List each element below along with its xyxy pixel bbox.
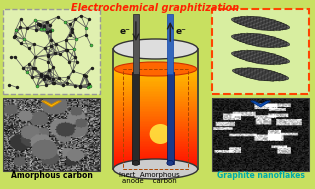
- Polygon shape: [232, 68, 289, 81]
- Text: Graphite nanoflakes: Graphite nanoflakes: [217, 170, 305, 180]
- Bar: [114, 85, 197, 87]
- Ellipse shape: [167, 160, 174, 166]
- Bar: [114, 72, 197, 74]
- Bar: [114, 120, 197, 122]
- Bar: [114, 100, 197, 102]
- Text: anode    carbon: anode carbon: [122, 178, 177, 184]
- Bar: [114, 68, 197, 71]
- Bar: [114, 143, 197, 146]
- Ellipse shape: [150, 124, 171, 144]
- Bar: [114, 90, 197, 92]
- Ellipse shape: [114, 62, 197, 76]
- Bar: [114, 78, 197, 81]
- Bar: [114, 160, 197, 162]
- Bar: [114, 127, 197, 129]
- Bar: [114, 97, 197, 99]
- Bar: [114, 88, 197, 91]
- Polygon shape: [232, 17, 290, 30]
- Text: Inert  Amorphous: Inert Amorphous: [119, 172, 180, 178]
- Text: Amorphous carbon: Amorphous carbon: [10, 170, 92, 180]
- Polygon shape: [232, 34, 290, 47]
- Ellipse shape: [113, 39, 198, 59]
- Text: Electrochemical graphitization: Electrochemical graphitization: [72, 3, 240, 13]
- Bar: [114, 112, 197, 114]
- Ellipse shape: [132, 160, 139, 166]
- Bar: [114, 129, 197, 131]
- Bar: [114, 115, 197, 117]
- Bar: [114, 159, 197, 161]
- Ellipse shape: [113, 159, 198, 179]
- Bar: [114, 165, 197, 167]
- Bar: [114, 119, 197, 121]
- Bar: [114, 77, 197, 79]
- Bar: [114, 123, 197, 126]
- Bar: [114, 92, 197, 94]
- Bar: [114, 98, 197, 101]
- Bar: [114, 152, 197, 154]
- Bar: [114, 142, 197, 144]
- Bar: [167, 72, 174, 164]
- Bar: [123, 69, 188, 169]
- Text: e⁻: e⁻: [175, 26, 186, 36]
- Bar: [114, 155, 197, 157]
- Bar: [114, 139, 197, 141]
- Bar: [114, 80, 197, 82]
- Bar: [114, 153, 197, 156]
- Bar: [114, 117, 197, 119]
- Bar: [114, 87, 197, 89]
- Bar: [114, 167, 197, 169]
- Text: e⁻: e⁻: [120, 26, 130, 36]
- Bar: [114, 110, 197, 112]
- Bar: [114, 163, 197, 166]
- Bar: [114, 82, 197, 84]
- Bar: [114, 140, 197, 142]
- Bar: [114, 102, 197, 104]
- Bar: [132, 72, 139, 164]
- Bar: [114, 130, 197, 132]
- Bar: [114, 75, 197, 77]
- Bar: [3, 9, 100, 94]
- Bar: [133, 14, 139, 74]
- Bar: [114, 132, 197, 134]
- Bar: [114, 135, 197, 137]
- Bar: [114, 107, 197, 109]
- Bar: [114, 147, 197, 149]
- Bar: [114, 162, 197, 164]
- Bar: [114, 145, 197, 147]
- Polygon shape: [251, 101, 270, 107]
- Bar: [114, 95, 197, 97]
- Bar: [114, 84, 197, 86]
- Bar: [114, 150, 197, 152]
- Bar: [212, 9, 309, 94]
- Bar: [114, 125, 197, 127]
- Bar: [114, 114, 197, 116]
- Bar: [114, 104, 197, 106]
- Bar: [114, 108, 197, 111]
- Polygon shape: [42, 101, 61, 107]
- Bar: [114, 122, 197, 124]
- Bar: [114, 70, 197, 72]
- Bar: [167, 14, 173, 74]
- Bar: [114, 74, 197, 76]
- Bar: [114, 105, 197, 107]
- Bar: [114, 133, 197, 136]
- Bar: [114, 137, 197, 139]
- Bar: [3, 98, 100, 171]
- Bar: [212, 98, 309, 171]
- Bar: [114, 157, 197, 159]
- Polygon shape: [232, 51, 290, 64]
- Bar: [114, 149, 197, 151]
- Bar: [114, 94, 197, 96]
